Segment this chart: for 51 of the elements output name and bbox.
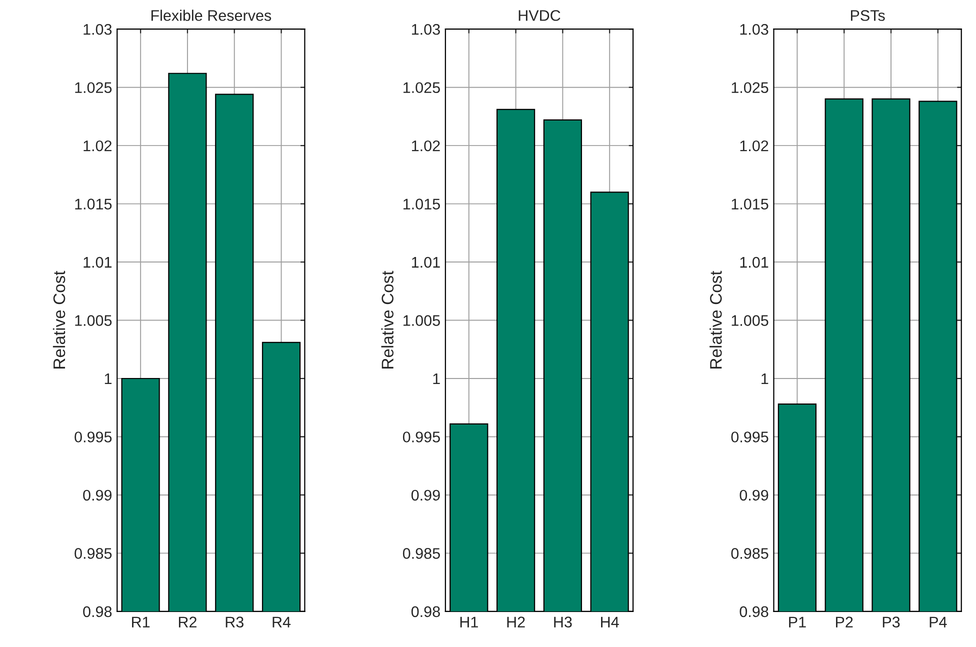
- y-tick-label: 1.015: [75, 198, 112, 210]
- y-tick-label: 0.98: [411, 606, 440, 618]
- x-tick-label: H2: [507, 616, 525, 628]
- x-tick-label: H4: [601, 616, 619, 628]
- x-tick-label: P3: [882, 616, 900, 628]
- y-axis-title: Relative Cost: [52, 270, 66, 368]
- y-tick-label: 1.02: [84, 140, 112, 152]
- chart-title: HVDC: [518, 10, 560, 21]
- x-tick-label: P4: [930, 616, 947, 628]
- y-tick-label: 0.985: [402, 548, 440, 559]
- y-tick-label: 0.99: [740, 490, 768, 501]
- y-tick-label: 0.98: [83, 606, 112, 618]
- x-tick-label: H1: [460, 616, 478, 628]
- y-tick-label: 1.02: [740, 140, 768, 152]
- y-tick-label: 1.01: [84, 256, 112, 268]
- y-tick-label: 1.02: [412, 140, 440, 152]
- y-tick-label: 0.99: [411, 490, 440, 501]
- y-tick-label: 1.005: [732, 315, 768, 326]
- y-tick-label: 0.99: [83, 490, 112, 501]
- y-tick-label: 1.03: [412, 24, 440, 35]
- y-tick-label: 1: [762, 374, 768, 384]
- y-tick-label: 1.025: [75, 82, 112, 94]
- x-tick-label: P1: [789, 616, 806, 628]
- y-tick-label: 0.995: [74, 432, 112, 442]
- y-tick-label: 1.03: [84, 24, 112, 35]
- x-tick-label: R4: [272, 616, 291, 628]
- y-tick-label: 0.98: [740, 606, 768, 618]
- y-tick-label: 0.985: [74, 548, 112, 559]
- x-tick-label: R1: [132, 616, 150, 628]
- y-tick-label: 1.005: [404, 315, 440, 326]
- y-tick-label: 1.005: [75, 315, 112, 326]
- chart-title: PSTs: [850, 10, 885, 21]
- y-tick-label: 1.015: [404, 198, 440, 210]
- y-tick-label: 0.995: [402, 432, 440, 442]
- y-tick-label: 1.01: [740, 256, 768, 268]
- x-tick-label: P2: [836, 616, 853, 628]
- y-tick-label: 1.025: [732, 82, 768, 94]
- y-tick-label: 0.985: [731, 548, 768, 559]
- y-tick-label: 0.995: [731, 432, 768, 442]
- chart-title: Flexible Reserves: [151, 10, 272, 21]
- y-tick-label: 1: [433, 374, 440, 384]
- y-tick-label: 1: [104, 374, 112, 384]
- y-axis-title: Relative Cost: [381, 270, 394, 368]
- y-tick-label: 1.01: [412, 256, 440, 268]
- y-tick-label: 1.015: [732, 198, 768, 210]
- x-tick-label: R3: [226, 616, 244, 628]
- x-tick-label: R2: [178, 616, 196, 628]
- y-tick-label: 1.03: [740, 24, 768, 35]
- y-axis-title: Relative Cost: [710, 270, 722, 368]
- y-tick-label: 1.025: [404, 82, 440, 94]
- x-tick-label: H3: [554, 616, 572, 628]
